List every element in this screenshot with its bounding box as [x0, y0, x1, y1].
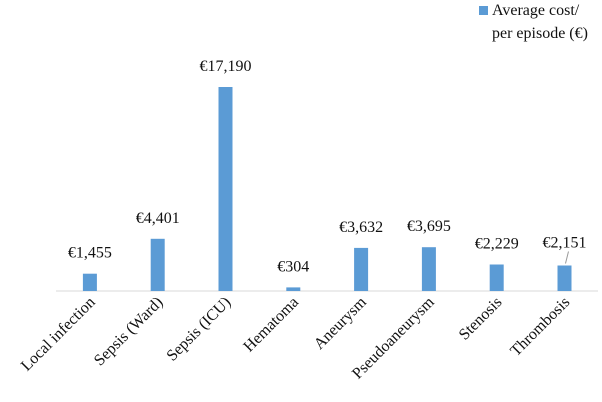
bar: [557, 265, 572, 291]
data-label: €1,455: [68, 245, 112, 262]
bar: [489, 264, 504, 291]
data-label: €304: [277, 258, 309, 275]
legend: Average cost/ per episode (€): [479, 2, 588, 42]
data-label: €2,229: [475, 236, 519, 253]
bar: [354, 247, 369, 291]
bar: [82, 273, 97, 291]
bar: [150, 238, 165, 291]
data-labels-group: €1,455 €4,401 €17,190 €304 €3,632 €3,695 €2,22…: [68, 58, 587, 275]
bar: [218, 87, 233, 291]
legend-swatch: [479, 6, 488, 15]
data-label-leader-line: [565, 251, 569, 264]
data-label: €4,401: [136, 210, 180, 227]
category-label: Sepsis (Ward): [91, 294, 167, 370]
data-label: €3,695: [407, 218, 451, 235]
category-label: Hematoma: [240, 294, 302, 356]
bar: [421, 247, 436, 291]
category-label: Stenosis: [456, 294, 506, 344]
category-label: Sepsis (ICU): [164, 294, 235, 365]
category-label: Aneurysm: [311, 293, 371, 353]
legend-label-line-2: per episode (€): [492, 25, 588, 42]
data-label: €2,151: [543, 235, 587, 252]
legend-label-line-1: Average cost/: [492, 2, 580, 19]
data-label: €3,632: [339, 219, 383, 236]
category-label: Local infection: [18, 294, 99, 375]
bar: [286, 287, 301, 291]
bars-group: [82, 87, 572, 291]
category-label: Thrombosis: [507, 294, 573, 360]
data-label: €17,190: [200, 58, 252, 75]
